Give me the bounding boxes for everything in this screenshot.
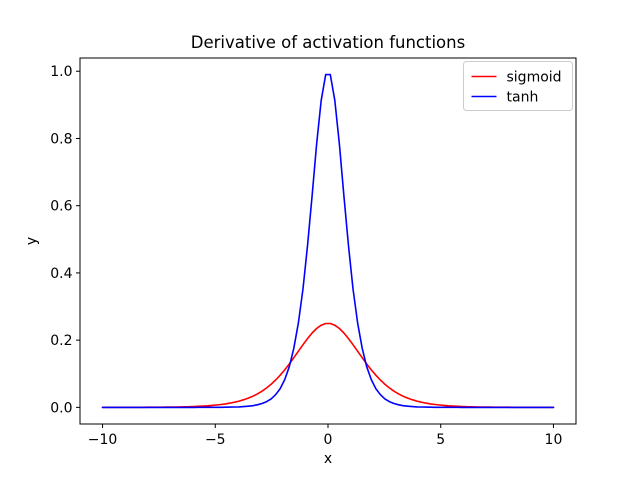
chart-title: Derivative of activation functions [191,33,465,52]
y-tick-label: 1.0 [50,64,72,80]
axes: −10 −5 0 5 10 0.0 0.2 0.4 0.6 0.8 1.0 [50,57,577,448]
y-axis-label: y [24,237,40,245]
tanh-curve [101,73,555,409]
x-axis-label: x [324,451,332,467]
legend: sigmoid tanh [463,61,573,111]
x-tick-label: 5 [436,432,445,448]
y-tick-label: 0.2 [50,333,72,349]
y-tick-label: 0.0 [50,400,72,416]
legend-tanh-label: tanh [507,90,539,106]
x-tick-label: 0 [324,432,333,448]
x-tick-label: −10 [88,432,118,448]
x-tick-label: −5 [205,432,226,448]
plot-area [80,58,576,424]
legend-sigmoid-label: sigmoid [507,70,562,86]
y-tick-label: 0.4 [50,266,72,282]
legend-frame [463,61,573,111]
series-lines [101,73,555,409]
x-tick-label: 10 [545,432,563,448]
y-tick-label: 0.8 [50,131,72,147]
y-tick-label: 0.6 [50,199,72,215]
